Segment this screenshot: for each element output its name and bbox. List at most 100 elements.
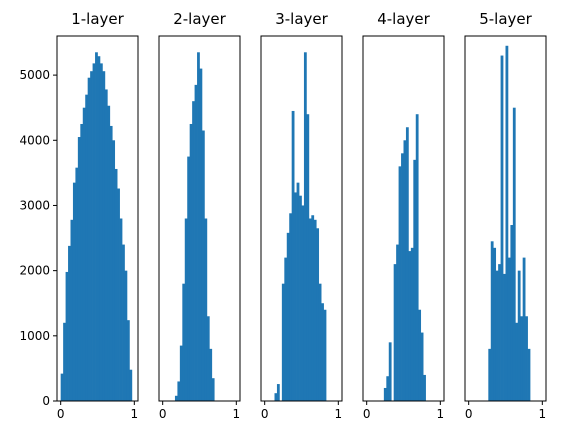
histogram-bar bbox=[82, 107, 86, 401]
histogram-bar bbox=[102, 71, 106, 401]
histogram-bar bbox=[308, 218, 312, 401]
histogram-bar bbox=[109, 125, 113, 401]
subplot-5: 0 1 5-layer bbox=[464, 10, 547, 421]
histogram-bar bbox=[87, 77, 91, 402]
histogram-bar bbox=[199, 68, 203, 401]
histogram-bar bbox=[276, 384, 280, 401]
histogram-bar bbox=[316, 228, 320, 401]
histogram-bar bbox=[525, 316, 528, 401]
histogram-bar bbox=[192, 101, 195, 402]
histogram-bar bbox=[122, 244, 125, 401]
histogram-bar bbox=[206, 316, 210, 401]
histogram-bar bbox=[129, 369, 133, 401]
axes-frame bbox=[464, 35, 547, 402]
histogram-bar bbox=[107, 105, 111, 402]
histogram-bar bbox=[398, 166, 402, 401]
panel-title: 2-layer bbox=[173, 10, 226, 28]
histogram-bar bbox=[321, 303, 324, 401]
histogram-bar bbox=[396, 244, 399, 401]
histogram-bar bbox=[182, 283, 186, 401]
histogram-bar bbox=[281, 283, 285, 401]
histogram-bar bbox=[423, 374, 426, 401]
histogram-bar bbox=[413, 159, 417, 401]
histogram-bar bbox=[80, 123, 84, 402]
histogram-bar bbox=[403, 140, 407, 402]
axes-frame bbox=[362, 35, 445, 402]
histogram-bar bbox=[500, 55, 504, 402]
histogram-bar bbox=[510, 225, 514, 401]
histogram-bar bbox=[92, 63, 96, 402]
histogram-bar bbox=[209, 348, 213, 401]
histogram-bar bbox=[70, 219, 74, 401]
histogram-bar bbox=[72, 182, 76, 401]
x-tick-label: 1 bbox=[538, 407, 546, 421]
panel-title: 3-layer bbox=[275, 10, 328, 28]
histogram-bar bbox=[85, 94, 89, 401]
histogram-bar bbox=[323, 309, 327, 401]
histogram-bar bbox=[119, 218, 123, 401]
histogram-bar bbox=[507, 257, 511, 401]
histogram-bar bbox=[306, 114, 310, 402]
x-tick-label: 1 bbox=[130, 407, 138, 421]
histogram-bar bbox=[194, 84, 198, 401]
histogram-bar bbox=[124, 270, 128, 401]
histogram-bar bbox=[99, 63, 103, 402]
axes-frame bbox=[158, 35, 241, 402]
histogram-bar bbox=[490, 241, 494, 401]
histogram-bar bbox=[197, 52, 200, 401]
histogram-bar bbox=[77, 137, 81, 401]
panel-title: 4-layer bbox=[377, 10, 430, 28]
y-tick-label: 1000 bbox=[19, 329, 50, 343]
axes-frame bbox=[260, 35, 343, 402]
histogram-bar bbox=[299, 195, 302, 401]
histogram-bar bbox=[65, 271, 69, 401]
histogram-bar bbox=[383, 387, 387, 401]
histogram-bar bbox=[211, 378, 215, 401]
histogram-bar bbox=[60, 373, 64, 402]
histogram-bar bbox=[410, 247, 414, 401]
histogram-bar bbox=[311, 215, 315, 401]
histogram-bar bbox=[204, 218, 208, 401]
histogram-bar bbox=[517, 270, 521, 401]
histogram-bar bbox=[420, 332, 424, 401]
histogram-bar bbox=[393, 264, 397, 402]
x-tick-label: 1 bbox=[436, 407, 444, 421]
histogram-bar bbox=[301, 205, 305, 401]
histogram-bar bbox=[408, 251, 412, 401]
axes-frame bbox=[56, 35, 139, 402]
histogram-bar bbox=[289, 213, 293, 401]
histogram-bar bbox=[294, 192, 297, 401]
histogram-bar bbox=[95, 52, 98, 401]
histogram-bar bbox=[114, 168, 118, 401]
histogram-bar bbox=[386, 376, 390, 401]
panel-title: 5-layer bbox=[479, 10, 532, 28]
histogram-bar bbox=[498, 264, 501, 402]
histogram-bar bbox=[63, 322, 66, 401]
histogram-bar bbox=[495, 270, 499, 401]
histogram-bar bbox=[493, 247, 497, 401]
histogram-bar bbox=[189, 123, 193, 402]
histogram-bar bbox=[520, 316, 524, 401]
histogram-bar bbox=[201, 130, 205, 401]
histogram-bar bbox=[104, 89, 108, 401]
histogram-bar bbox=[488, 348, 492, 401]
histogram-bar bbox=[388, 342, 392, 401]
histogram-bar bbox=[527, 348, 531, 401]
histogram-bar bbox=[303, 52, 307, 401]
histogram-bar bbox=[97, 56, 101, 402]
y-tick-label: 5000 bbox=[19, 68, 50, 82]
histogram-bar bbox=[284, 257, 288, 401]
x-tick-label: 0 bbox=[261, 407, 269, 421]
y-tick-label: 3000 bbox=[19, 198, 50, 212]
subplot-3: 0 1 3-layer bbox=[260, 10, 343, 421]
y-tick-label: 2000 bbox=[19, 264, 50, 278]
histogram-bar bbox=[522, 257, 526, 401]
histogram-bar bbox=[179, 345, 183, 401]
y-tick-label: 4000 bbox=[19, 133, 50, 147]
histogram-bar bbox=[117, 188, 120, 401]
histogram-bar bbox=[313, 219, 317, 401]
panel-title: 1-layer bbox=[71, 10, 124, 28]
histogram-bar bbox=[405, 127, 409, 401]
